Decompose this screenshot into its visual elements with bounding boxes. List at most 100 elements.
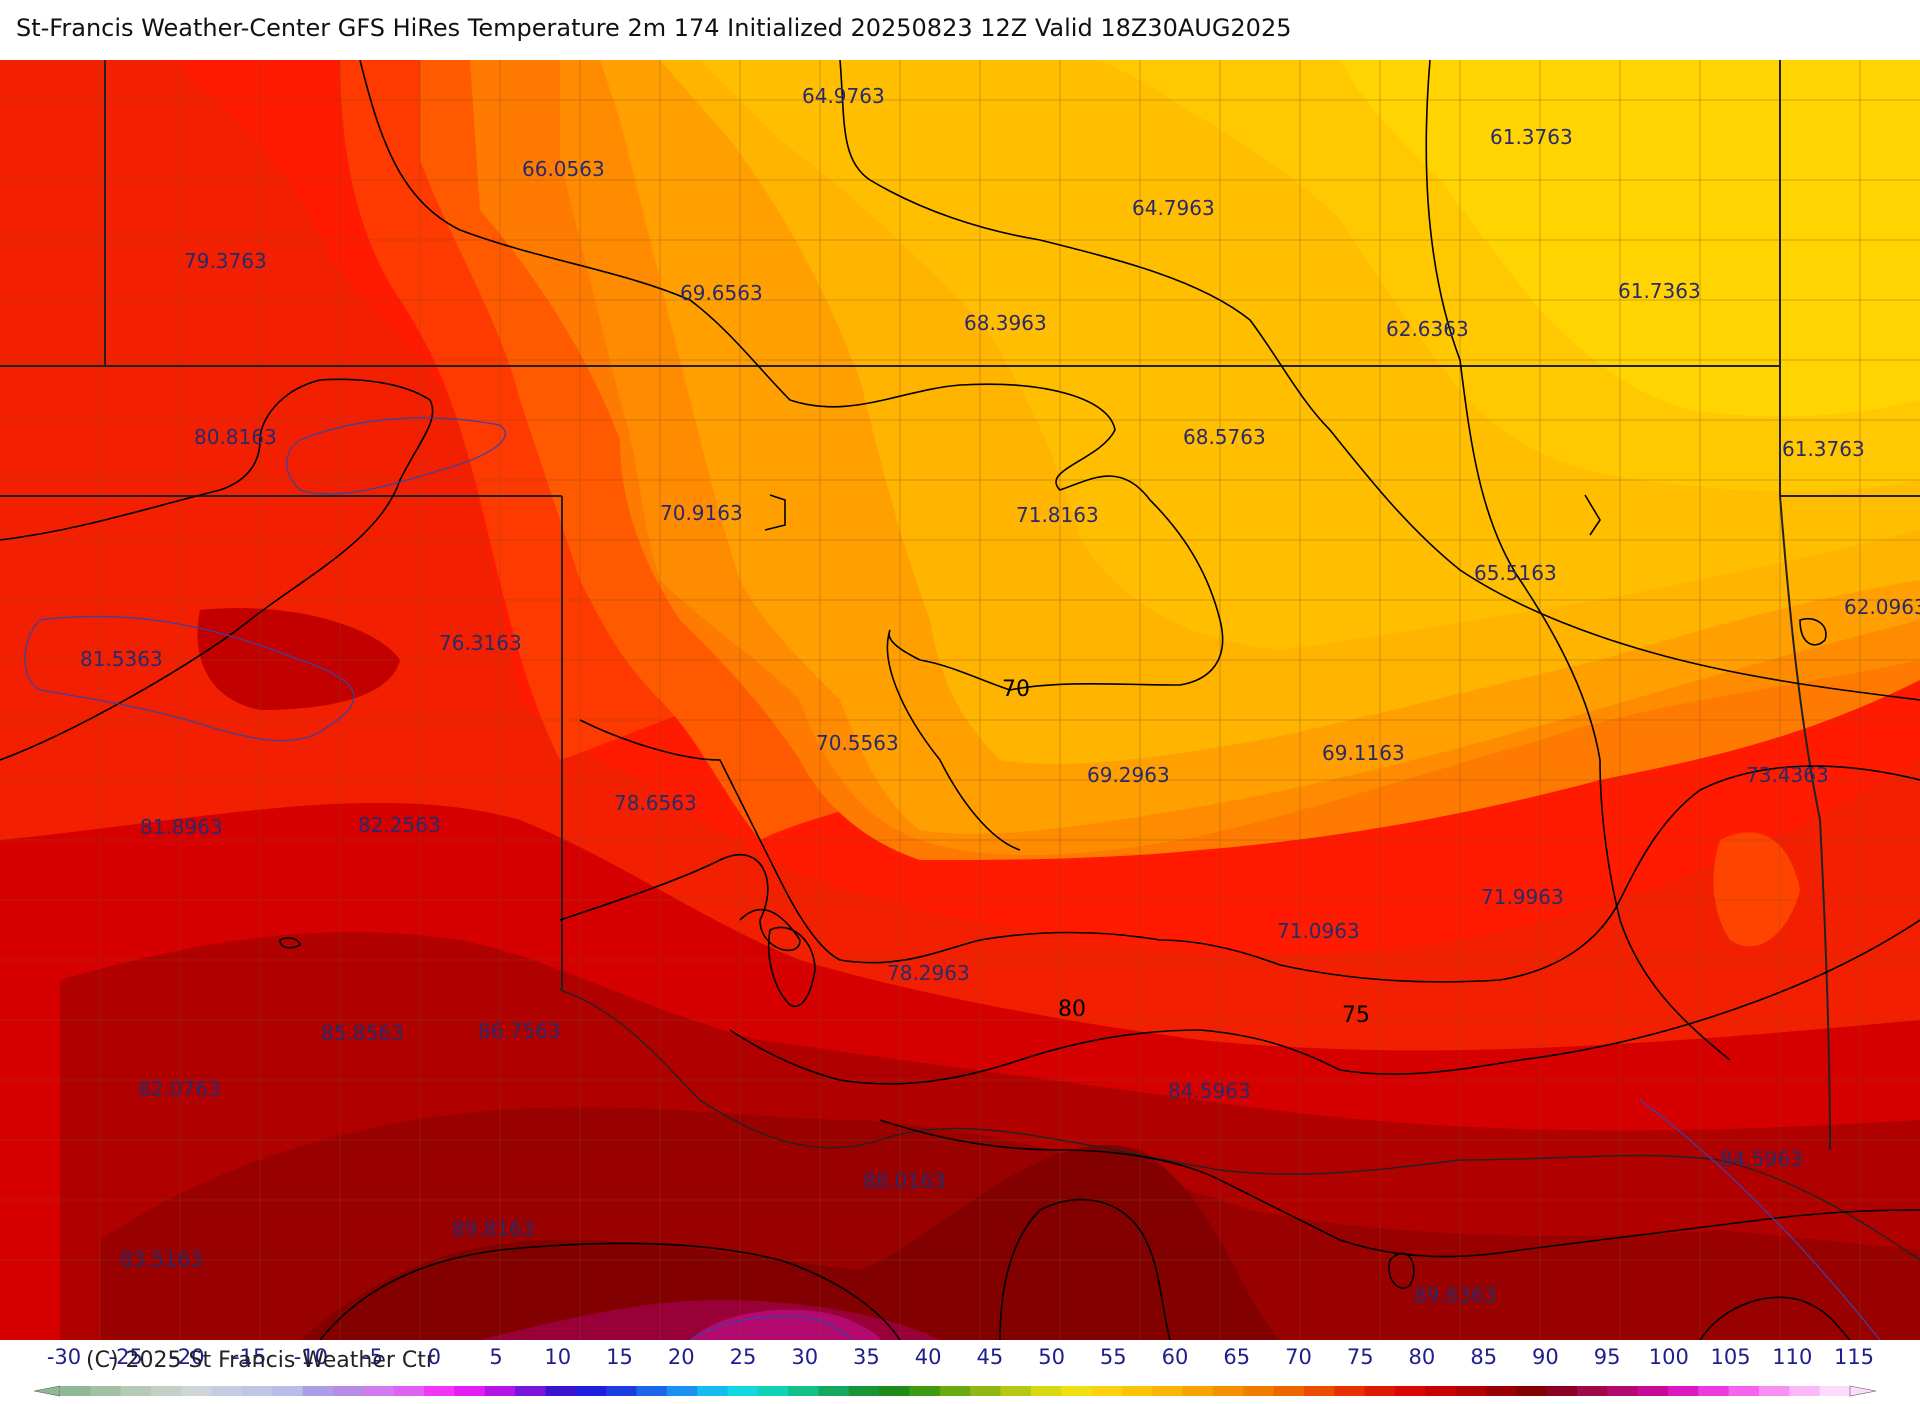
legend-tick-label: 25 [730,1345,757,1369]
point-value: 85.8563 [321,1021,404,1045]
legend-swatch [1303,1386,1335,1396]
point-value: 71.9963 [1481,885,1564,909]
legend-swatch [302,1386,334,1396]
legend-swatch [1455,1386,1487,1396]
legend-swatch [1637,1386,1669,1396]
point-value: 69.2963 [1087,763,1170,787]
legend-swatch [697,1386,728,1396]
legend-tick-label: 90 [1532,1345,1559,1369]
legend-swatch [363,1386,395,1396]
legend-swatch [393,1386,425,1396]
point-value: 69.6563 [680,281,763,305]
legend-tick-label: -25 [109,1345,143,1369]
point-value: 89.8163 [452,1217,535,1241]
legend-tick-label: 30 [791,1345,818,1369]
legend-tick-label: 70 [1285,1345,1312,1369]
legend-swatch [181,1386,213,1396]
legend-tick-label: 85 [1470,1345,1497,1369]
legend-swatch [1698,1386,1730,1396]
legend-swatch [1182,1386,1214,1396]
legend-swatch [211,1386,243,1396]
point-value: 82.0763 [138,1077,221,1101]
legend-swatch [1576,1386,1608,1396]
contour-label: 75 [1342,1003,1370,1028]
point-value: 62.6363 [1386,317,1469,341]
legend-swatch [636,1386,668,1396]
legend-swatch [60,1386,91,1396]
point-value: 68.5763 [1183,425,1266,449]
legend-swatch [1819,1386,1851,1396]
blue-contours [24,417,1881,1340]
legend-swatch [1334,1386,1366,1396]
point-value: 84.5963 [1720,1147,1803,1171]
legend-tick-label: 55 [1100,1345,1127,1369]
legend-swatch [424,1386,455,1396]
legend-tick-label: 115 [1834,1345,1874,1369]
legend-swatch [90,1386,122,1396]
point-value: 73.4363 [1746,763,1829,787]
legend-swatch [454,1386,486,1396]
point-value: 71.0963 [1277,919,1360,943]
legend-swatch [120,1386,152,1396]
legend-tick-label: 110 [1772,1345,1812,1369]
point-value: 81.8963 [140,815,223,839]
point-value: 86.7563 [478,1019,561,1043]
legend-tick-label: 10 [544,1345,571,1369]
legend-swatch [970,1386,1002,1396]
legend-swatch [727,1386,759,1396]
contour-label: 80 [1058,997,1086,1022]
point-value: 69.1163 [1322,741,1405,765]
legend-tick-labels: -30 -25 -20 -15 -10 -5 0 5 10 15 20 25 30 35 40 45 50 55 6… [47,1345,1874,1369]
legend-tick-label: 35 [853,1345,880,1369]
legend-tick-label: 0 [428,1345,441,1369]
legend-tick-label: 50 [1038,1345,1065,1369]
contour-label: 70 [1002,677,1030,702]
legend-swatch [848,1386,880,1396]
point-value: 64.9763 [802,84,885,108]
legend-tick-label: 5 [489,1345,502,1369]
legend-swatch [939,1386,971,1396]
color-scale-legend: -30 -25 -20 -15 -10 -5 0 5 10 15 20 25 30 35 40 45 50 55 6… [0,1340,1920,1400]
legend-swatch [242,1386,273,1396]
legend-swatch [879,1386,910,1396]
point-value: 80.8163 [194,425,277,449]
legend-swatch [788,1386,819,1396]
legend-swatch [1667,1386,1699,1396]
legend-swatch [1030,1386,1062,1396]
legend-swatch [545,1386,577,1396]
legend-swatch [1364,1386,1396,1396]
legend-swatch [515,1386,546,1396]
point-value: 89.6363 [1414,1283,1497,1307]
temperature-map: 64.9763 61.3763 66.0563 64.7963 79.3763 … [0,60,1920,1340]
legend-tick-label: -15 [232,1345,266,1369]
point-value-labels: 64.9763 61.3763 66.0563 64.7963 79.3763 … [80,84,1920,1307]
legend-tick-label: -20 [170,1345,204,1369]
legend-tick-label: 40 [915,1345,942,1369]
legend-swatch [484,1386,516,1396]
legend-swatch [1061,1386,1093,1396]
legend-swatch [1789,1386,1821,1396]
legend-swatch [606,1386,637,1396]
point-value: 66.0563 [522,157,605,181]
legend-swatch [575,1386,607,1396]
legend-swatch [1152,1386,1184,1396]
point-value: 70.5563 [816,731,899,755]
point-value: 61.3763 [1782,437,1865,461]
legend-tick-label: 75 [1347,1345,1374,1369]
legend-swatch [1485,1386,1517,1396]
legend-swatch [1394,1386,1426,1396]
point-value: 64.7963 [1132,196,1215,220]
legend-tick-label: 80 [1409,1345,1436,1369]
legend-arrow-high [1849,1385,1877,1397]
legend-tick-label: 60 [1162,1345,1189,1369]
legend-tick-label: 95 [1594,1345,1621,1369]
point-value: 65.5163 [1474,561,1557,585]
copyright-text: (C) 2025 St Francis Weather Ctr [86,1348,435,1373]
legend-swatch [1425,1386,1457,1396]
point-value: 79.3763 [184,249,267,273]
point-value: 84.5963 [1168,1079,1251,1103]
legend-color-bar [33,1385,1877,1397]
contour-labels: 70 80 75 [1002,677,1370,1028]
point-value: 78.2963 [887,961,970,985]
legend-swatch [1516,1386,1548,1396]
